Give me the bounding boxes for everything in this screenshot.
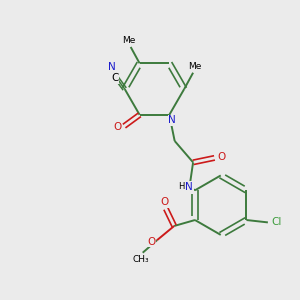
- Text: O: O: [160, 197, 169, 207]
- Text: O: O: [113, 122, 122, 132]
- Text: H: H: [178, 182, 184, 191]
- Text: Me: Me: [188, 62, 201, 71]
- Text: CH₃: CH₃: [133, 255, 149, 264]
- Text: N: N: [185, 182, 193, 192]
- Text: O: O: [217, 152, 225, 162]
- Text: N: N: [108, 62, 116, 72]
- Text: Me: Me: [122, 36, 136, 45]
- Text: O: O: [148, 237, 156, 247]
- Text: N: N: [168, 115, 176, 125]
- Text: Cl: Cl: [271, 218, 281, 227]
- Text: C: C: [111, 73, 118, 83]
